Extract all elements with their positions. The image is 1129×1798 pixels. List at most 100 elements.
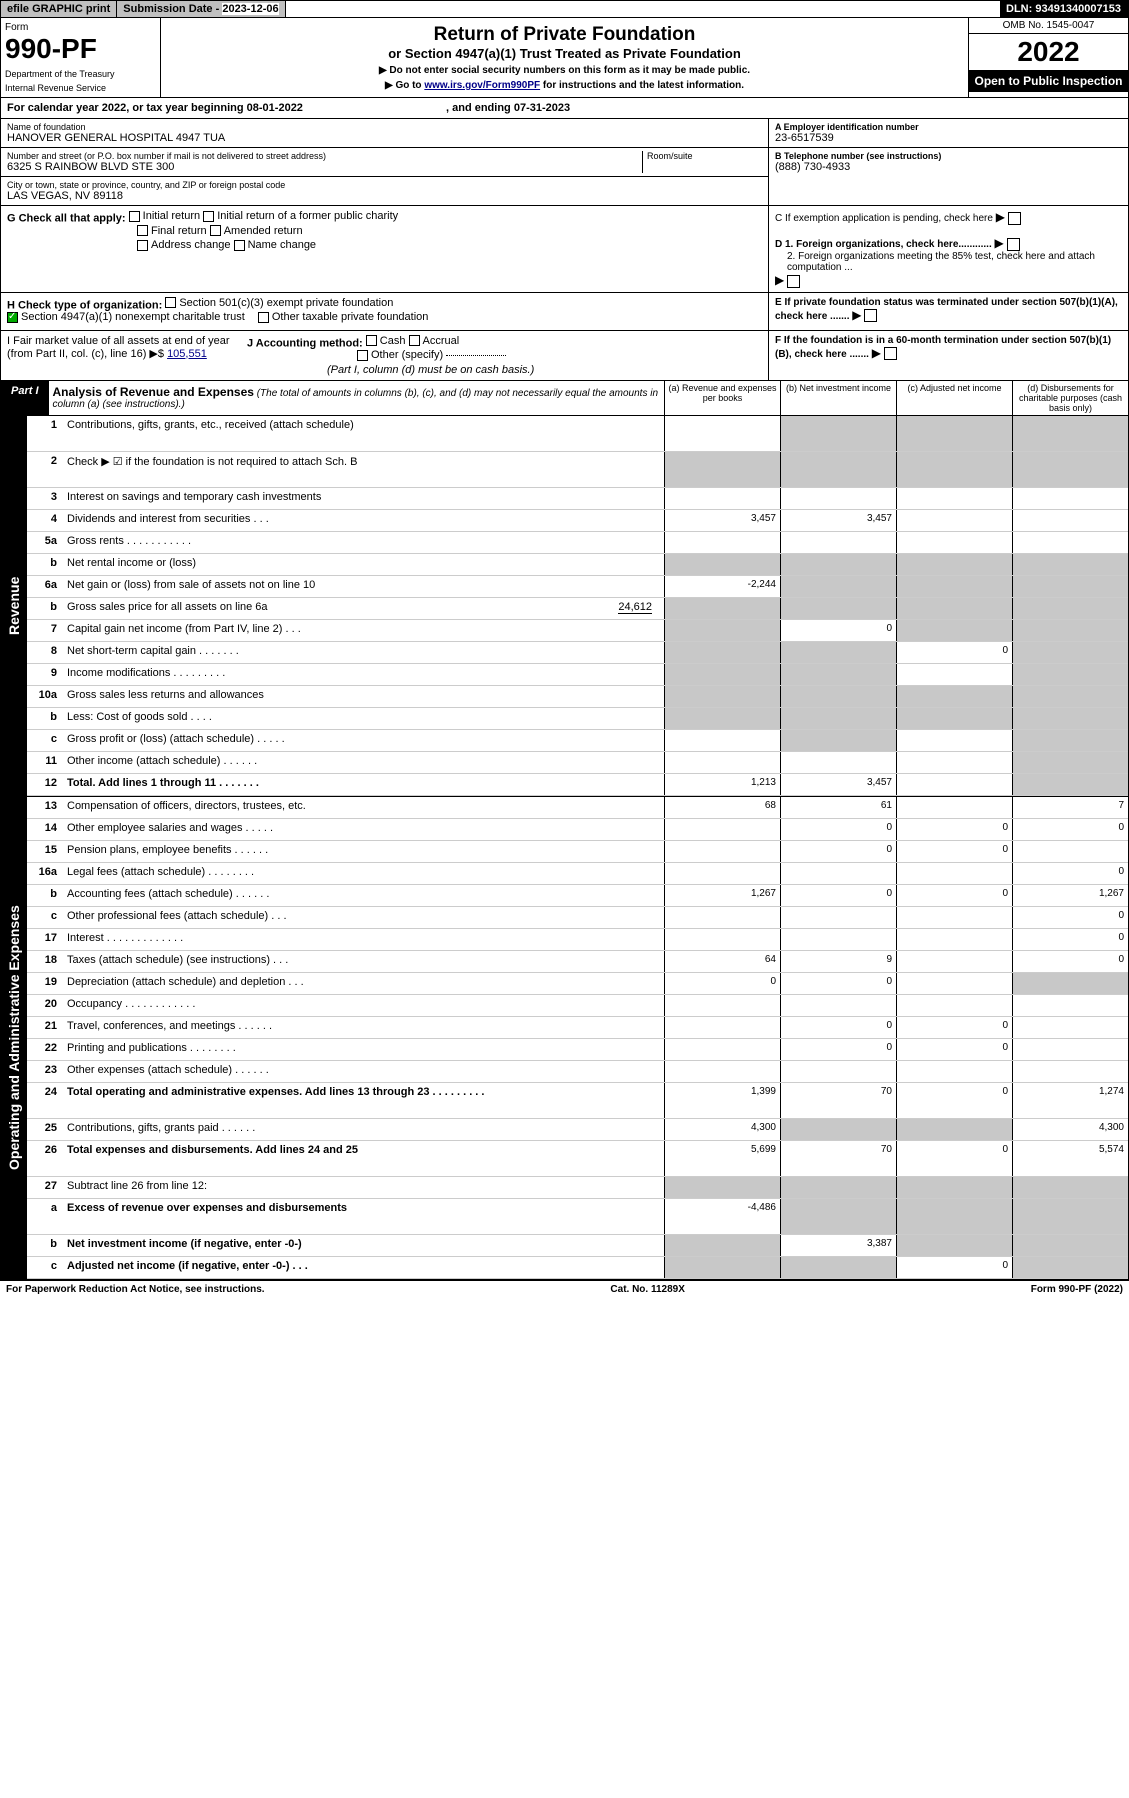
cell-c [896,863,1012,884]
efile-label[interactable]: efile GRAPHIC print [1,1,117,17]
col-c-head: (c) Adjusted net income [896,381,1012,415]
cell-c [896,708,1012,729]
cell-c: 0 [896,1017,1012,1038]
foundation-name: HANOVER GENERAL HOSPITAL 4947 TUA [7,132,762,144]
cell-a [664,841,780,862]
cell-d [1012,1235,1128,1256]
cell-b [780,730,896,751]
cell-b [780,1199,896,1234]
row-label: Accounting fees (attach schedule) . . . … [63,885,664,906]
table-row: 26Total expenses and disbursements. Add … [27,1141,1128,1177]
cell-d [1012,598,1128,619]
topbar: efile GRAPHIC print Submission Date - 20… [0,0,1129,18]
row-number: 17 [27,929,63,950]
foreign-org-check[interactable] [1007,238,1020,251]
name-change-check[interactable] [234,240,245,251]
row-label: Travel, conferences, and meetings . . . … [63,1017,664,1038]
cell-a [664,995,780,1016]
row-number: 5a [27,532,63,553]
cell-b [780,416,896,451]
cell-c: 0 [896,642,1012,663]
cell-c [896,686,1012,707]
row-label: Total expenses and disbursements. Add li… [63,1141,664,1176]
cell-a [664,1039,780,1060]
501c3-check[interactable] [165,297,176,308]
amended-return-check[interactable] [210,225,221,236]
phone-box: B Telephone number (see instructions) (8… [769,148,1128,176]
cell-a [664,642,780,663]
cell-a [664,1061,780,1082]
cell-b [780,452,896,487]
cell-b [780,576,896,597]
other-method-check[interactable] [357,350,368,361]
cash-check[interactable] [366,335,377,346]
row-label: Compensation of officers, directors, tru… [63,797,664,818]
table-row: 13Compensation of officers, directors, t… [27,797,1128,819]
status-terminated-check[interactable] [864,309,877,322]
table-row: cGross profit or (loss) (attach schedule… [27,730,1128,752]
row-number: 7 [27,620,63,641]
open-public: Open to Public Inspection [969,70,1128,92]
header-center: Return of Private Foundation or Section … [161,18,968,97]
row-number: 19 [27,973,63,994]
cell-b: 3,387 [780,1235,896,1256]
cell-d [1012,1061,1128,1082]
cell-d: 0 [1012,863,1128,884]
form-label: Form [5,22,156,33]
calendar-year-row: For calendar year 2022, or tax year begi… [0,98,1129,119]
accrual-check[interactable] [409,335,420,346]
end-date: 07-31-2023 [514,102,570,114]
cell-d: 7 [1012,797,1128,818]
footer: For Paperwork Reduction Act Notice, see … [0,1280,1129,1298]
cell-b [780,1061,896,1082]
initial-public-check[interactable] [203,211,214,222]
cell-b [780,664,896,685]
cell-d [1012,532,1128,553]
foreign-85-check[interactable] [787,275,800,288]
cell-b [780,708,896,729]
cell-d [1012,774,1128,795]
initial-return-check[interactable] [129,211,140,222]
table-row: 5aGross rents . . . . . . . . . . . [27,532,1128,554]
address-change-check[interactable] [137,240,148,251]
row-number: 23 [27,1061,63,1082]
cell-d: 4,300 [1012,1119,1128,1140]
cell-d [1012,841,1128,862]
addr-box: Number and street (or P.O. box number if… [1,148,768,177]
exemption-pending-check[interactable] [1008,212,1021,225]
cell-a [664,598,780,619]
row-number: 9 [27,664,63,685]
cell-b [780,907,896,928]
cell-a [664,532,780,553]
60month-check[interactable] [884,347,897,360]
table-row: bAccounting fees (attach schedule) . . .… [27,885,1128,907]
cell-a [664,730,780,751]
cell-c [896,1199,1012,1234]
irs-link[interactable]: www.irs.gov/Form990PF [424,80,540,91]
row-label: Legal fees (attach schedule) . . . . . .… [63,863,664,884]
row-number: 20 [27,995,63,1016]
table-row: 23Other expenses (attach schedule) . . .… [27,1061,1128,1083]
table-row: 11Other income (attach schedule) . . . .… [27,752,1128,774]
form-ref: Form 990-PF (2022) [1031,1284,1123,1295]
cell-b: 70 [780,1141,896,1176]
row-label: Net investment income (if negative, ente… [63,1235,664,1256]
table-row: 2Check ▶ ☑ if the foundation is not requ… [27,452,1128,488]
cell-d [1012,752,1128,773]
final-return-check[interactable] [137,225,148,236]
cell-a [664,686,780,707]
cell-a [664,452,780,487]
cell-a [664,819,780,840]
cell-a: 5,699 [664,1141,780,1176]
cell-b [780,995,896,1016]
cell-a [664,554,780,575]
cell-a [664,1177,780,1198]
4947a1-check[interactable] [7,312,18,323]
table-row: 27Subtract line 26 from line 12: [27,1177,1128,1199]
cell-a: 68 [664,797,780,818]
other-taxable-check[interactable] [258,312,269,323]
cell-c [896,774,1012,795]
table-row: 15Pension plans, employee benefits . . .… [27,841,1128,863]
cell-d [1012,488,1128,509]
row-label: Contributions, gifts, grants paid . . . … [63,1119,664,1140]
